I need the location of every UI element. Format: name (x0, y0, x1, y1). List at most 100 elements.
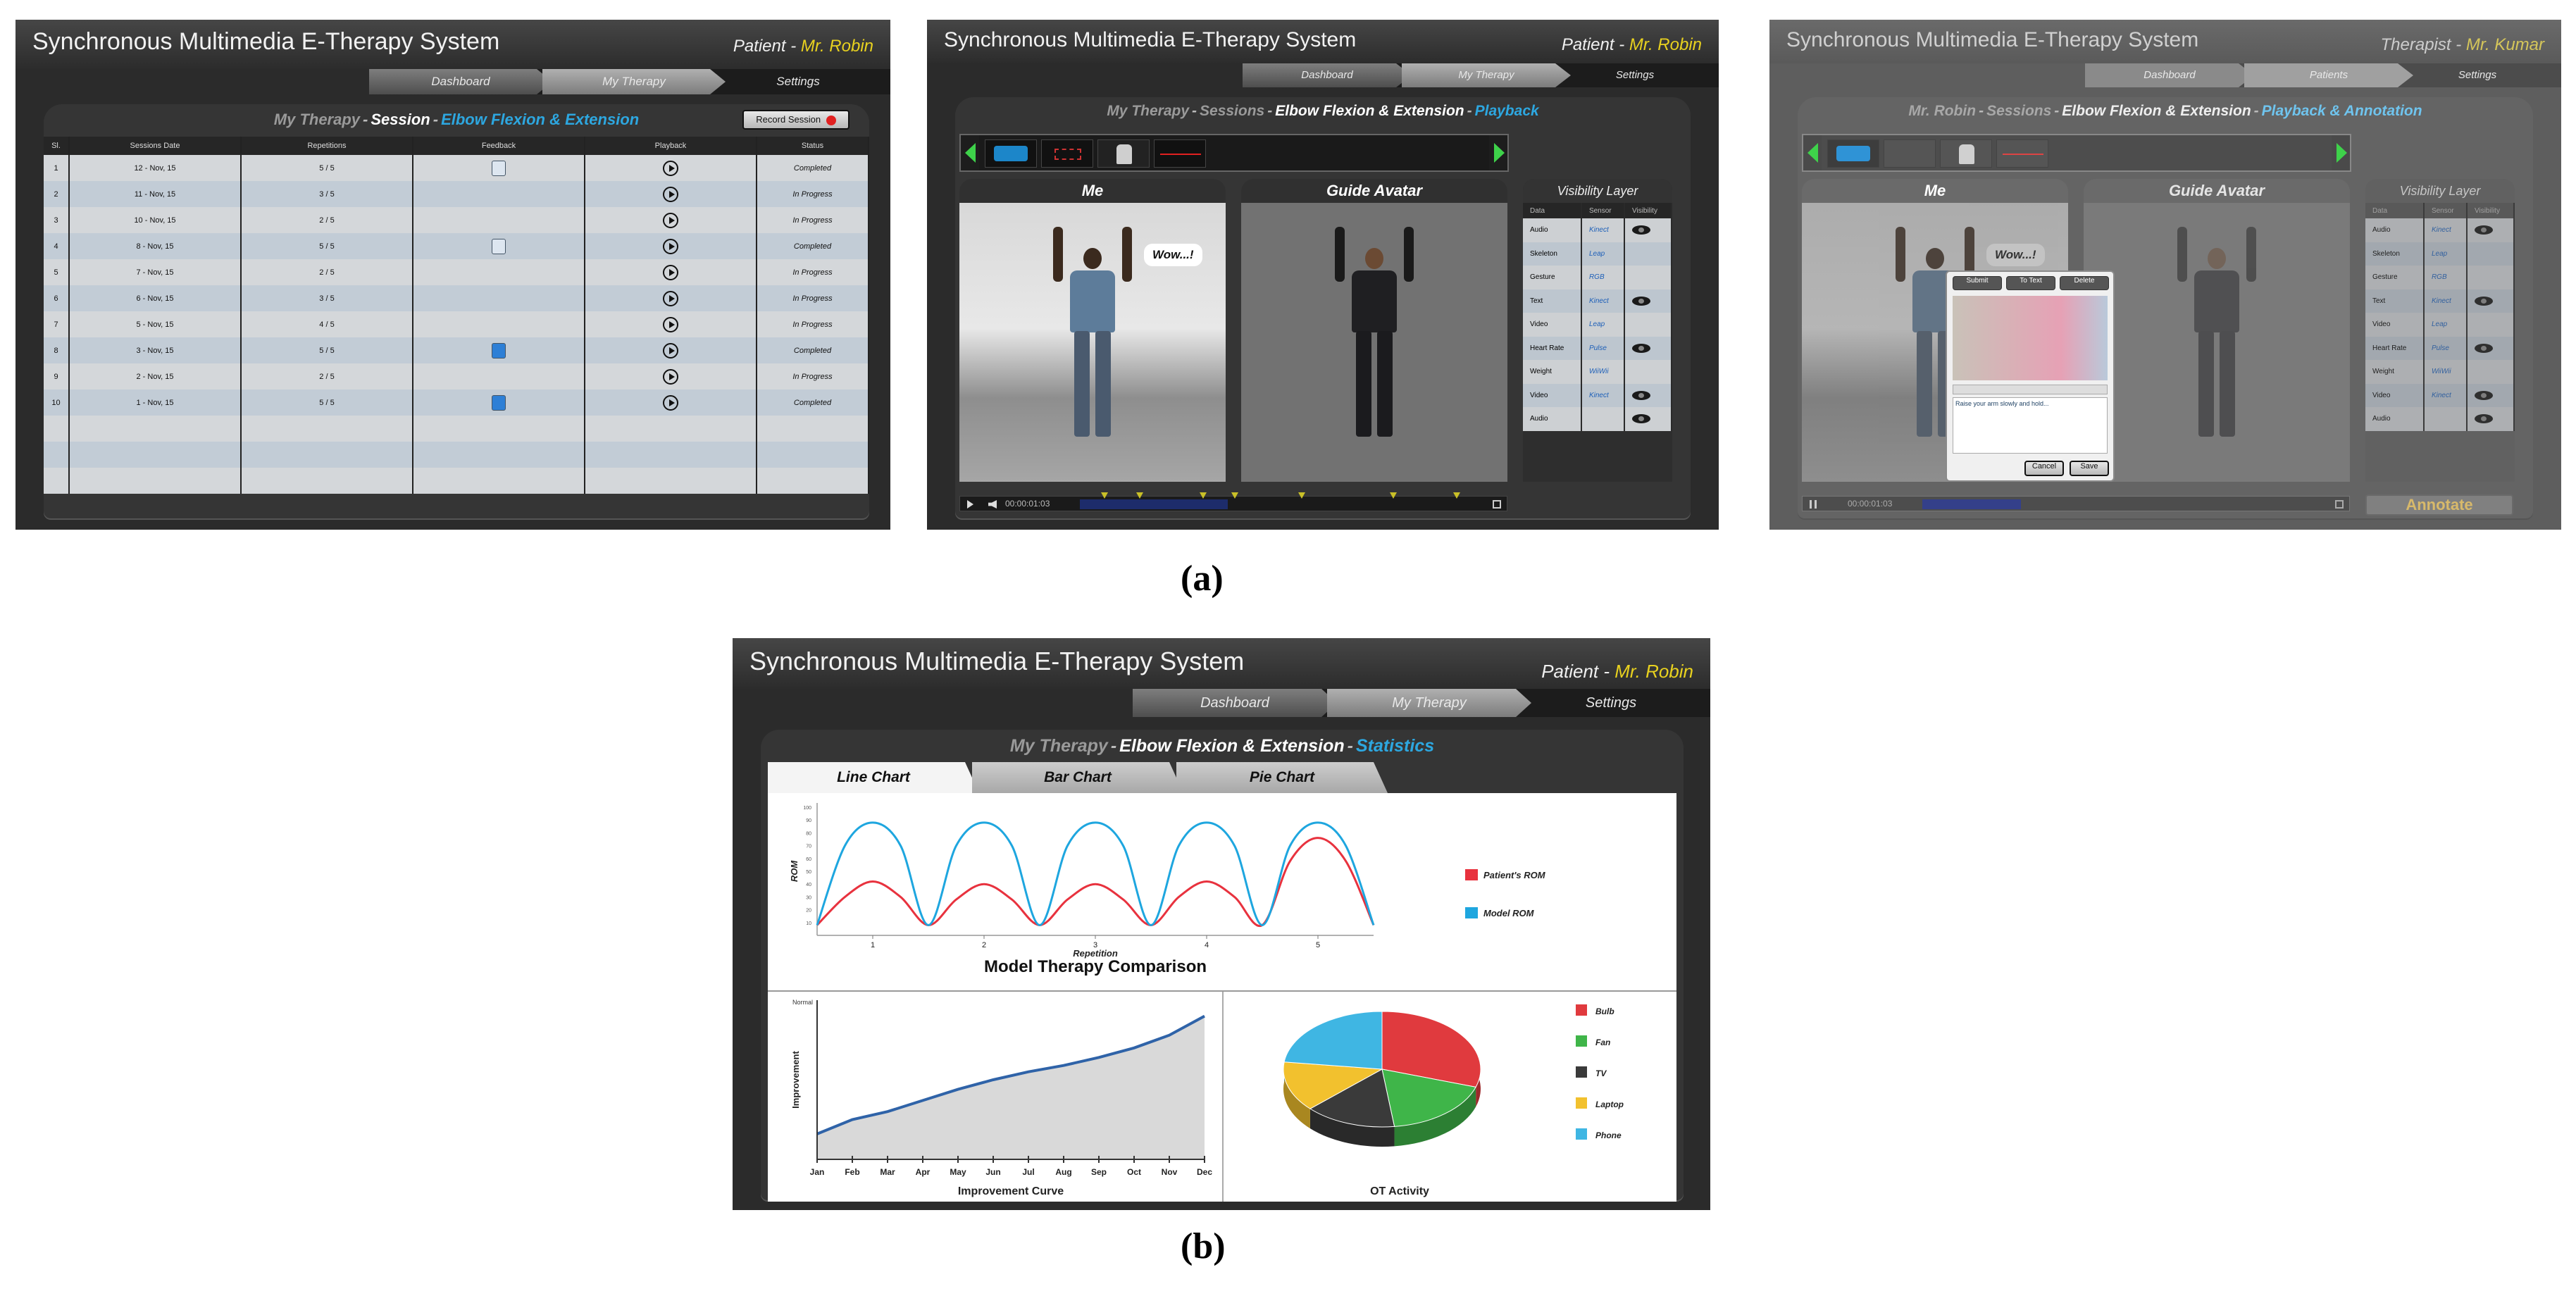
play-icon[interactable] (663, 290, 678, 306)
vis-toggle[interactable] (1624, 266, 1672, 289)
kinect-sensor-icon[interactable] (985, 139, 1037, 168)
feedback-icon[interactable] (492, 342, 506, 359)
pause-icon[interactable] (1810, 500, 1817, 509)
next-arrow-icon[interactable] (2332, 135, 2350, 170)
vis-toggle[interactable] (1624, 407, 1672, 431)
tab-my-therapy[interactable]: My Therapy (1327, 689, 1531, 717)
vis-toggle[interactable] (1624, 289, 1672, 313)
guide-avatar-video[interactable] (2084, 203, 2350, 482)
eye-icon[interactable] (1632, 225, 1650, 235)
vis-toggle[interactable] (2467, 407, 2515, 431)
table-row[interactable]: 10 1 - Nov, 15 5 / 5 Completed (44, 390, 869, 416)
eye-icon[interactable] (1632, 296, 1650, 306)
play-pause-icon[interactable] (967, 500, 973, 509)
eye-icon[interactable] (1632, 414, 1650, 424)
annotate-button[interactable]: Annotate (2365, 494, 2513, 516)
tab-dashboard[interactable]: Dashboard (1243, 63, 1412, 87)
vis-toggle[interactable] (2467, 336, 2515, 360)
play-icon[interactable] (663, 342, 678, 359)
kinect-sensor-icon[interactable] (1827, 139, 1879, 168)
eye-icon[interactable] (2475, 390, 2493, 400)
prev-arrow-icon[interactable] (961, 135, 979, 170)
eye-icon[interactable] (2475, 343, 2493, 353)
tab-settings[interactable]: Settings (716, 69, 881, 94)
vis-toggle[interactable] (2467, 218, 2515, 242)
feedback-icon[interactable] (492, 160, 506, 176)
feedback-icon[interactable] (492, 394, 506, 411)
play-icon[interactable] (663, 238, 678, 254)
annotation-marker[interactable] (1101, 492, 1108, 499)
play-icon[interactable] (663, 264, 678, 280)
play-icon[interactable] (663, 186, 678, 202)
annotation-marker[interactable] (1390, 492, 1397, 499)
annotation-marker[interactable] (1200, 492, 1207, 499)
timeline-progress[interactable] (1080, 499, 1228, 509)
eye-icon[interactable] (1632, 343, 1650, 353)
skeleton-sensor-icon[interactable] (1884, 139, 1936, 168)
dialog-save-button[interactable]: Save (2070, 461, 2109, 476)
skeleton-sensor-icon[interactable] (1041, 139, 1093, 168)
dialog-to-text-button[interactable]: To Text (2006, 276, 2055, 290)
dialog-text-area[interactable]: Raise your arm slowly and hold... (1953, 397, 2108, 454)
table-row[interactable]: 3 10 - Nov, 15 2 / 5 In Progress (44, 207, 869, 233)
annotation-marker[interactable] (1453, 492, 1460, 499)
vis-toggle[interactable] (1624, 383, 1672, 407)
dialog-format-bar[interactable] (1953, 385, 2108, 394)
dialog-delete-button[interactable]: Delete (2060, 276, 2109, 290)
tab-settings[interactable]: Settings (2403, 63, 2551, 87)
vis-toggle[interactable] (2467, 266, 2515, 289)
heart-rate-icon[interactable] (1996, 139, 2048, 168)
vis-toggle[interactable] (2467, 383, 2515, 407)
vis-toggle[interactable] (1624, 336, 1672, 360)
vis-toggle[interactable] (1624, 360, 1672, 384)
next-arrow-icon[interactable] (1489, 135, 1507, 170)
dialog-submit-button[interactable]: Submit (1953, 276, 2002, 290)
feedback-icon[interactable] (492, 238, 506, 254)
fullscreen-icon[interactable] (2335, 500, 2344, 509)
tab-dashboard[interactable]: Dashboard (369, 69, 552, 94)
play-icon[interactable] (663, 212, 678, 228)
annotation-marker[interactable] (1298, 492, 1305, 499)
tab-settings[interactable]: Settings (1561, 63, 1709, 87)
tab-my-therapy[interactable]: My Therapy (1402, 63, 1571, 87)
eye-icon[interactable] (2475, 414, 2493, 424)
prev-arrow-icon[interactable] (1803, 135, 1822, 170)
timeline-progress[interactable] (1922, 499, 2021, 509)
hand-sensor-icon[interactable] (1097, 139, 1150, 168)
eye-icon[interactable] (2475, 296, 2493, 306)
eye-icon[interactable] (2475, 225, 2493, 235)
guide-avatar-video[interactable] (1241, 203, 1507, 482)
annotation-marker[interactable] (1136, 492, 1143, 499)
vis-toggle[interactable] (2467, 242, 2515, 266)
eye-icon[interactable] (1632, 390, 1650, 400)
play-icon[interactable] (663, 160, 678, 176)
hand-sensor-icon[interactable] (1940, 139, 1992, 168)
vis-toggle[interactable] (1624, 242, 1672, 266)
vis-toggle[interactable] (2467, 313, 2515, 337)
me-video[interactable]: Wow...! (959, 203, 1226, 482)
tab-my-therapy[interactable]: My Therapy (542, 69, 726, 94)
table-row[interactable]: 1 12 - Nov, 15 5 / 5 Completed (44, 155, 869, 181)
tab-pie-chart[interactable]: Pie Chart (1176, 762, 1388, 793)
vis-toggle[interactable] (1624, 313, 1672, 337)
tab-settings[interactable]: Settings (1522, 689, 1700, 717)
vis-toggle[interactable] (1624, 218, 1672, 242)
fullscreen-icon[interactable] (1493, 500, 1501, 509)
tab-dashboard[interactable]: Dashboard (1133, 689, 1337, 717)
vis-toggle[interactable] (2467, 360, 2515, 384)
annotation-marker[interactable] (1231, 492, 1238, 499)
table-row[interactable]: 2 11 - Nov, 15 3 / 5 In Progress (44, 181, 869, 207)
play-icon[interactable] (663, 394, 678, 411)
volume-icon[interactable] (988, 500, 997, 509)
play-icon[interactable] (663, 368, 678, 385)
play-icon[interactable] (663, 316, 678, 332)
heart-rate-icon[interactable] (1154, 139, 1206, 168)
vis-toggle[interactable] (2467, 289, 2515, 313)
tab-line-chart[interactable]: Line Chart (768, 762, 979, 793)
tab-bar-chart[interactable]: Bar Chart (972, 762, 1183, 793)
